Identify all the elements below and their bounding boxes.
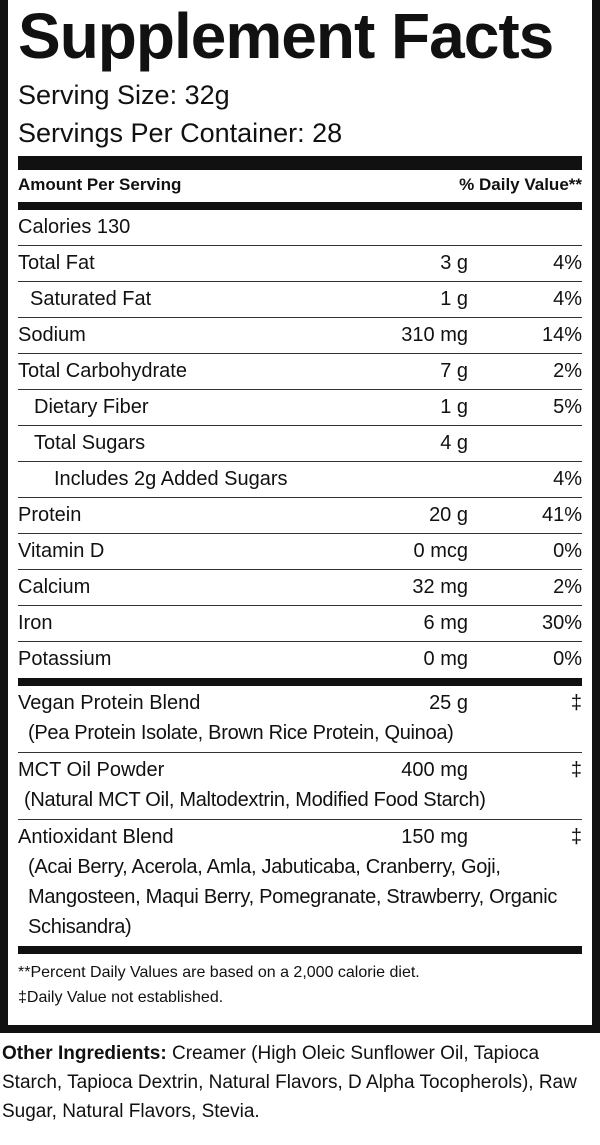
item-name: MCT Oil Powder (18, 759, 165, 781)
nutrient-row: Protein 20 g 41% (18, 498, 582, 534)
other-ingredients-label: Other Ingredients: (2, 1043, 167, 1064)
blend-ingredients: (Acai Berry, Acerola, Amla, Jabuticaba, … (28, 856, 558, 938)
nutrient-row: Saturated Fat 1 g 4% (18, 282, 582, 318)
item-daily-value: 30% (541, 612, 582, 634)
divider (18, 946, 582, 954)
nutrient-row: Sodium 310 mg 14% (18, 318, 582, 354)
item-daily-value: 4% (553, 288, 582, 310)
daily-value-label: % Daily Value** (459, 175, 582, 194)
item-daily-value: ‡ (570, 692, 582, 714)
item-daily-value: 2% (553, 360, 582, 382)
nutrient-row: Total Fat 3 g 4% (18, 246, 582, 282)
nutrient-row: Calcium 32 mg 2% (18, 570, 582, 606)
item-amount: 7 g (440, 360, 468, 382)
divider (18, 678, 582, 686)
item-daily-value: ‡ (570, 759, 582, 781)
servings-per-container: Servings Per Container: 28 (18, 118, 343, 148)
column-header: Amount Per Serving % Daily Value** (18, 170, 582, 202)
blend-header: Antioxidant Blend 150 mg ‡ (18, 822, 582, 852)
other-ingredients-text: Creamer (High Oleic Sunflower Oil, Tapio… (2, 1043, 577, 1122)
item-amount: 0 mcg (413, 540, 468, 562)
nutrient-row: Potassium 0 mg 0% (18, 642, 582, 678)
item-daily-value: 5% (553, 396, 582, 418)
item-amount: 25 g (429, 692, 468, 714)
item-amount: 20 g (429, 504, 468, 526)
item-amount: 1 g (440, 288, 468, 310)
item-name: Dietary Fiber (34, 396, 149, 418)
nutrient-row: Total Carbohydrate 7 g 2% (18, 354, 582, 390)
item-daily-value (468, 426, 582, 461)
supplement-facts-panel: Supplement Facts Serving Size: 32g Servi… (0, 0, 600, 1033)
item-name: Calcium (18, 576, 91, 598)
item-daily-value: 4% (553, 252, 582, 274)
nutrient-row: Iron 6 mg 30% (18, 606, 582, 642)
blend-item: Antioxidant Blend 150 mg ‡ (Acai Berry, Ac… (18, 820, 582, 946)
blend-ingredients: (Pea Protein Isolate, Brown Rice Protein… (28, 722, 454, 744)
nutrient-row: Dietary Fiber 1 g 5% (18, 390, 582, 426)
blend-item: Vegan Protein Blend 25 g ‡ (Pea Protein Is… (18, 686, 582, 753)
item-amount: 32 mg (412, 576, 468, 598)
item-name: Total Carbohydrate (18, 360, 187, 382)
item-daily-value: 4% (553, 468, 582, 490)
calories-row: Calories 130 (18, 210, 582, 246)
divider-thick (18, 156, 582, 170)
item-daily-value: 0% (553, 648, 582, 670)
item-name: Potassium (18, 648, 112, 670)
item-name: Saturated Fat (30, 288, 152, 310)
blend-header: Vegan Protein Blend 25 g ‡ (18, 688, 582, 718)
item-name: Vegan Protein Blend (18, 692, 201, 714)
footnote-not-established: ‡Daily Value not established. (18, 989, 224, 1006)
item-daily-value: ‡ (570, 826, 582, 848)
footnotes: **Percent Daily Values are based on a 2,… (18, 954, 582, 1010)
amount-per-serving-label: Amount Per Serving (18, 175, 182, 194)
item-name: Iron (18, 612, 53, 634)
item-name: Total Sugars (34, 432, 146, 454)
item-name: Total Fat (18, 252, 95, 274)
item-amount: 3 g (440, 252, 468, 274)
item-amount: 150 mg (401, 826, 468, 848)
blend-ingredients: (Natural MCT Oil, Maltodextrin, Modified… (24, 789, 486, 811)
item-daily-value: 2% (553, 576, 582, 598)
item-amount: 1 g (440, 396, 468, 418)
footnote-daily-value: **Percent Daily Values are based on a 2,… (18, 964, 420, 981)
blend-item: MCT Oil Powder 400 mg ‡ (Natural MCT Oil, … (18, 753, 582, 820)
item-daily-value: 14% (541, 324, 582, 346)
item-daily-value: 0% (553, 540, 582, 562)
blend-header: MCT Oil Powder 400 mg ‡ (18, 755, 582, 785)
item-name: Protein (18, 504, 82, 526)
nutrient-row: Vitamin D 0 mcg 0% (18, 534, 582, 570)
item-daily-value: 41% (541, 504, 582, 526)
nutrient-row: Total Sugars 4 g (18, 426, 582, 462)
item-amount: 6 mg (423, 612, 468, 634)
serving-size: Serving Size: 32g (18, 80, 230, 110)
calories-text: Calories 130 (18, 216, 131, 238)
item-name: Sodium (18, 324, 86, 346)
item-name: Antioxidant Blend (18, 826, 174, 848)
nutrient-row: Includes 2g Added Sugars 4% (18, 462, 582, 498)
item-amount (288, 462, 476, 497)
item-amount: 4 g (440, 432, 468, 454)
other-ingredients: Other Ingredients: Creamer (High Oleic S… (0, 1039, 596, 1126)
item-amount: 310 mg (401, 324, 468, 346)
item-amount: 0 mg (423, 648, 468, 670)
item-name: Includes 2g Added Sugars (54, 468, 288, 490)
item-amount: 400 mg (401, 759, 468, 781)
item-name: Vitamin D (18, 540, 105, 562)
divider (18, 202, 582, 210)
panel-title: Supplement Facts (18, 0, 554, 72)
